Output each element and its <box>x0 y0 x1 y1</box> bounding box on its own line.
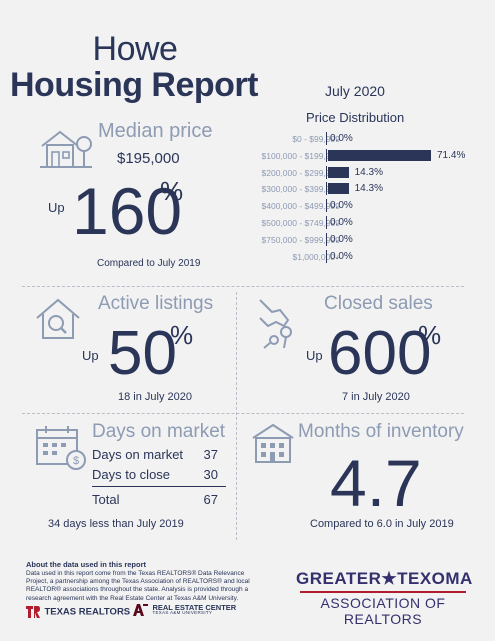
days-to-close-label: Days to close <box>92 467 171 482</box>
price-pct-label: 14.3% <box>354 166 383 178</box>
price-distribution-row: $100,000 - $199,999 71.4% <box>218 148 488 163</box>
report-period: July 2020 <box>325 83 385 99</box>
texas-realtors-mark-icon <box>26 605 40 618</box>
months-inventory-heading: Months of inventory <box>298 421 464 442</box>
building-icon <box>250 422 296 464</box>
active-listings-change: 50 <box>108 319 177 388</box>
price-pct-label: 71.4% <box>437 149 466 161</box>
price-range-label: $300,000 - $399,999 <box>261 184 340 195</box>
days-on-market-value: 37 <box>203 447 218 462</box>
price-distribution-row: $200,000 - $299,999 14.3% <box>218 165 488 180</box>
active-listings-percent-sign: % <box>170 320 194 350</box>
price-distribution-row: $750,000 - $999,999 0.0% <box>218 232 488 247</box>
price-distribution-title: Price Distribution <box>306 110 405 125</box>
days-on-market-label: Days on market <box>92 447 184 462</box>
active-listings-caption: 18 in July 2020 <box>118 391 192 403</box>
days-on-market-caption: 34 days less than July 2019 <box>48 518 184 530</box>
city-name: Howe <box>92 30 178 68</box>
price-distribution-row: $300,000 - $399,999 14.3% <box>218 182 488 196</box>
price-pct-label: 0.0% <box>330 250 353 262</box>
days-to-close-value: 30 <box>203 467 218 482</box>
divider-vertical <box>236 292 237 540</box>
price-range-label: $100,000 - $199,999 <box>261 150 340 161</box>
report-title: Housing Report <box>10 66 258 104</box>
price-distribution-row: $1,000,000+ 0.0% <box>218 249 488 264</box>
months-inventory-value: 4.7 <box>330 446 422 520</box>
median-price-change: 160 <box>72 174 183 248</box>
price-pct-label: 14.3% <box>354 183 383 195</box>
closed-sales-heading: Closed sales <box>324 293 433 314</box>
median-price-heading: Median price <box>98 120 213 142</box>
greater-texoma-logo: GREATER★TEXOMA ASSOCIATION OF REALTORS <box>296 569 473 627</box>
divider-top <box>22 286 464 287</box>
assoc-rule <box>300 591 466 593</box>
about-title: About the data used in this report <box>26 560 147 569</box>
real-estate-center-subtext: TEXAS A&M UNIVERSITY <box>152 610 213 616</box>
months-inventory-caption: Compared to 6.0 in July 2019 <box>310 518 454 530</box>
price-axis-tick <box>326 199 327 213</box>
price-axis-tick <box>326 165 327 179</box>
price-bar <box>328 149 431 161</box>
days-on-market-heading: Days on market <box>92 421 226 442</box>
price-range-label: $400,000 - $499,999 <box>261 201 340 212</box>
total-rule <box>92 486 226 487</box>
about-text: Data used in this report come from the T… <box>26 570 250 602</box>
price-pct-label: 0.0% <box>330 200 353 212</box>
atm-mark-icon <box>133 603 148 616</box>
days-to-close-row: Days to close 30 <box>92 467 226 482</box>
closed-sales-direction: Up <box>306 348 323 363</box>
active-listings-heading: Active listings <box>98 293 214 314</box>
divider-middle <box>22 413 464 414</box>
median-price-comparison: Compared to July 2019 <box>97 258 201 269</box>
about-data: About the data used in this report Data … <box>26 560 256 603</box>
price-distribution-row: $500,000 - $749,999 0.0% <box>218 216 488 230</box>
price-axis-tick <box>326 232 327 246</box>
price-pct-label: 0.0% <box>330 133 353 144</box>
assoc-line-1: GREATER★TEXOMA <box>296 569 473 588</box>
median-price-direction: Up <box>48 200 65 215</box>
price-range-label: $500,000 - $749,999 <box>261 218 340 228</box>
assoc-line-2: ASSOCIATION OF REALTORS <box>320 595 446 627</box>
price-axis-tick <box>326 182 327 196</box>
total-label: Total <box>92 492 120 507</box>
days-on-market-row: Days on market 37 <box>92 447 226 462</box>
price-range-label: $1,000,000+ <box>292 251 340 262</box>
price-pct-label: 0.0% <box>330 217 353 228</box>
calendar-dollar-icon: $ <box>34 424 88 472</box>
price-range-label: $750,000 - $999,999 <box>261 234 340 245</box>
price-bar <box>328 166 349 178</box>
price-axis-tick <box>326 148 327 162</box>
price-axis-tick <box>326 249 327 263</box>
price-axis-tick <box>326 216 327 229</box>
house-tree-icon <box>38 124 94 172</box>
price-range-label: $0 - $99,999 <box>292 134 340 144</box>
total-value: 67 <box>203 492 218 507</box>
price-distribution-row: $0 - $99,999 0.0% <box>218 132 488 146</box>
magnifier-house-icon <box>34 296 82 342</box>
texas-realtors-text: TEXAS REALTORS <box>44 606 131 618</box>
closed-sales-caption: 7 in July 2020 <box>342 391 410 403</box>
closed-sales-change: 600 <box>328 319 432 388</box>
median-price-value: $195,000 <box>117 150 180 167</box>
texas-realtors-logo: TEXAS REALTORS <box>26 603 131 618</box>
active-listings-direction: Up <box>82 348 99 363</box>
hand-keys-icon <box>254 296 306 352</box>
price-distribution-row: $400,000 - $499,999 0.0% <box>218 199 488 213</box>
real-estate-center-text: REAL ESTATE CENTER <box>152 602 237 612</box>
price-axis-tick <box>326 132 327 145</box>
closed-sales-percent-sign: % <box>418 320 442 350</box>
price-range-label: $200,000 - $299,999 <box>261 167 340 178</box>
total-row: Total 67 <box>92 492 226 507</box>
price-bar <box>328 183 349 195</box>
price-pct-label: 0.0% <box>330 233 353 245</box>
svg-text:$: $ <box>73 455 79 467</box>
real-estate-center-logo: REAL ESTATE CENTER TEXAS A&M UNIVERSITY <box>132 601 236 619</box>
median-price-percent-sign: % <box>160 176 184 206</box>
